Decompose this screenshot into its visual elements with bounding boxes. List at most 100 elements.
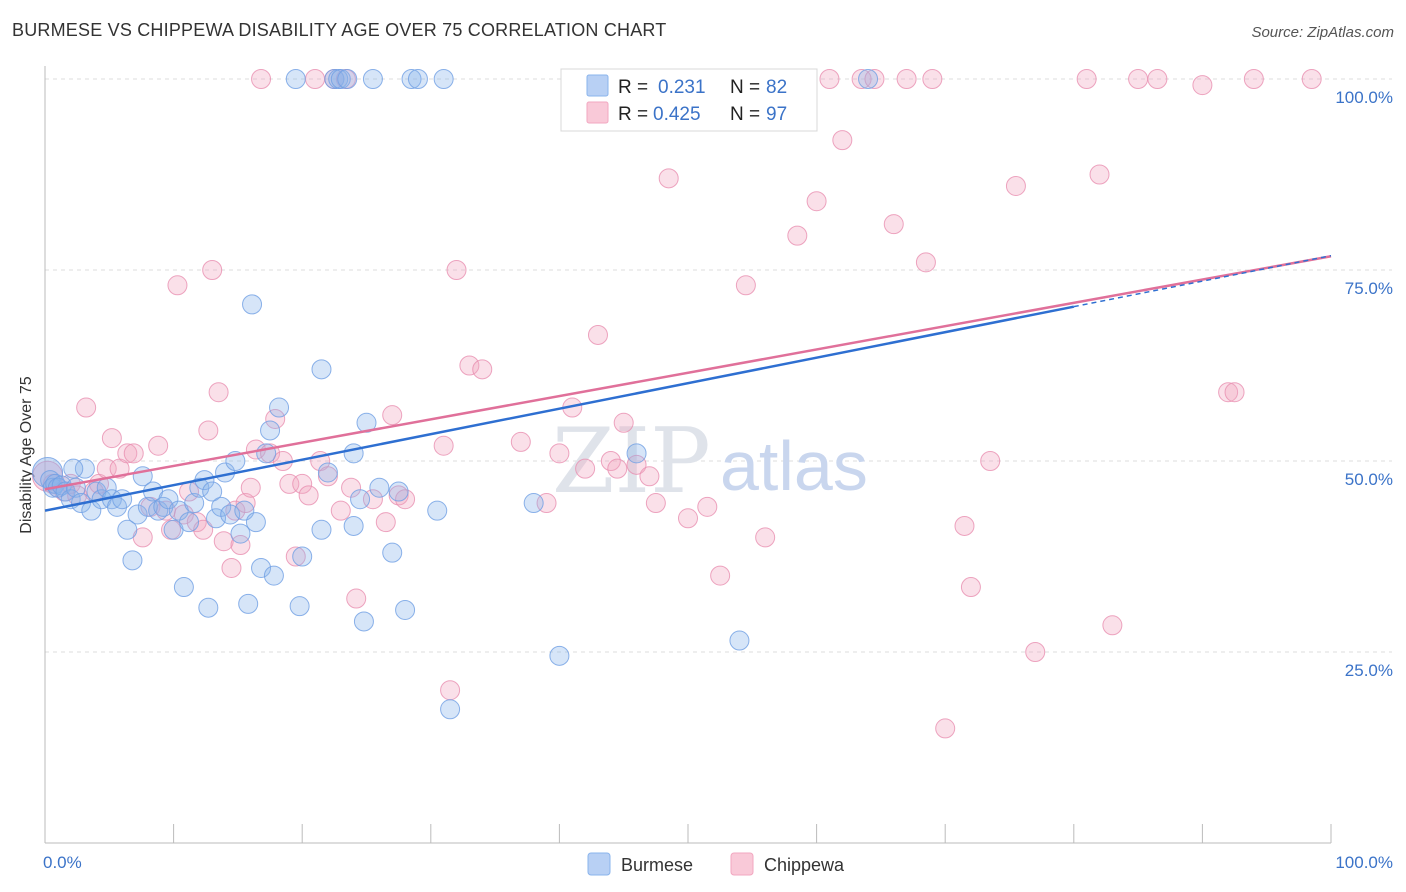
chippewa-point xyxy=(607,458,628,479)
chippewa-point xyxy=(221,557,242,578)
chippewa-point xyxy=(298,485,319,506)
y-tick-label: 25.0% xyxy=(1345,661,1393,680)
chippewa-point xyxy=(1025,642,1046,662)
burmese-point xyxy=(356,412,377,433)
burmese-point xyxy=(122,550,143,571)
chippewa-point xyxy=(240,477,261,498)
chippewa-point xyxy=(330,500,351,521)
chippewa-point xyxy=(787,225,808,246)
legend-n-label: N = xyxy=(730,104,760,125)
chippewa-point xyxy=(1076,69,1097,89)
burmese-point xyxy=(858,69,879,89)
y-tick-label: 100.0% xyxy=(1335,88,1393,107)
chippewa-point xyxy=(639,466,660,487)
burmese-trendline-extension xyxy=(1073,254,1332,308)
chippewa-point xyxy=(819,69,840,89)
burmese-point xyxy=(269,397,290,418)
burmese-point xyxy=(407,69,428,89)
trendlines xyxy=(44,254,1332,512)
chippewa-point xyxy=(440,680,461,701)
chippewa-point xyxy=(265,408,286,429)
legend-r-value: 0.231 xyxy=(658,77,706,98)
chippewa-point xyxy=(101,428,122,449)
burmese-point xyxy=(369,477,390,498)
chippewa-point xyxy=(1301,69,1322,89)
chippewa-point xyxy=(305,69,326,89)
watermark-atlas: atlas xyxy=(720,427,868,505)
burmese-point xyxy=(158,489,179,510)
chippewa-point xyxy=(382,405,403,426)
burmese-point xyxy=(112,489,133,510)
chippewa-point xyxy=(1102,615,1123,636)
tick-labels: 25.0% 50.0% 75.0% 100.0% 0.0% 100.0% xyxy=(43,88,1393,872)
chippewa-point xyxy=(806,191,827,212)
chippewa-points xyxy=(32,69,1322,739)
chippewa-point xyxy=(645,493,666,514)
burmese-point xyxy=(330,69,351,89)
chippewa-point xyxy=(285,546,306,567)
chippewa-point xyxy=(123,443,144,464)
chippewa-point xyxy=(235,493,256,514)
burmese-trendline xyxy=(44,305,1075,512)
burmese-point xyxy=(242,294,263,315)
legend-r-label: R = xyxy=(618,104,648,125)
burmese-point xyxy=(343,443,364,464)
chippewa-point xyxy=(980,451,1001,471)
legend-r-value: 0.425 xyxy=(653,104,701,125)
burmese-point xyxy=(184,493,205,514)
chippewa-point xyxy=(832,130,853,151)
burmese-point xyxy=(427,500,448,521)
legend-swatch-chippewa xyxy=(586,101,609,124)
chippewa-point xyxy=(954,515,975,536)
chippewa-point xyxy=(251,69,272,89)
burmese-point xyxy=(127,504,148,525)
burmese-point xyxy=(350,489,371,510)
legend-n-value: 97 xyxy=(766,104,787,125)
chippewa-point xyxy=(549,443,570,464)
burmese-point xyxy=(549,645,570,666)
burmese-point xyxy=(230,523,251,544)
bottom-legend-swatch-burmese xyxy=(587,852,611,876)
gridlines xyxy=(45,78,1392,653)
chippewa-point xyxy=(697,496,718,517)
legend-box: R = 0.231 N = 82 R = 0.425 N = 97 xyxy=(560,68,818,132)
burmese-point xyxy=(263,565,284,586)
chippewa-point xyxy=(678,508,698,529)
chippewa-point xyxy=(960,577,981,598)
burmese-point xyxy=(401,69,422,89)
burmese-point xyxy=(198,597,219,618)
burmese-point xyxy=(173,577,194,598)
chippewa-point xyxy=(1089,164,1110,185)
chippewa-point xyxy=(510,431,531,452)
burmese-point xyxy=(395,599,416,620)
axes xyxy=(44,66,1332,844)
chippewa-point xyxy=(472,359,493,380)
chippewa-point xyxy=(208,382,229,403)
chippewa-point xyxy=(735,275,756,296)
chippewa-point xyxy=(626,454,647,475)
chippewa-point xyxy=(1005,175,1026,196)
chippewa-point xyxy=(433,435,454,456)
chart-title: BURMESE VS CHIPPEWA DISABILITY AGE OVER … xyxy=(12,20,667,40)
burmese-point xyxy=(202,481,223,502)
burmese-point xyxy=(137,496,158,517)
chippewa-point xyxy=(117,443,138,464)
burmese-point xyxy=(260,420,281,441)
burmese-point xyxy=(117,519,138,540)
bottom-legend-burmese: Burmese xyxy=(621,855,693,875)
chippewa-point xyxy=(198,420,219,441)
chippewa-point xyxy=(1243,69,1264,89)
chippewa-point xyxy=(292,473,313,494)
chippewa-point xyxy=(710,565,731,586)
chippewa-point xyxy=(1147,69,1168,89)
x-tick-label: 0.0% xyxy=(43,853,82,872)
burmese-point xyxy=(245,512,266,533)
burmese-point xyxy=(311,519,332,540)
chippewa-point xyxy=(346,588,367,609)
bottom-legend: Burmese Chippewa xyxy=(587,852,845,876)
chippewa-point xyxy=(658,168,679,189)
burmese-point xyxy=(337,69,358,89)
x-tick-label: 100.0% xyxy=(1335,853,1393,872)
chippewa-point xyxy=(213,531,234,552)
